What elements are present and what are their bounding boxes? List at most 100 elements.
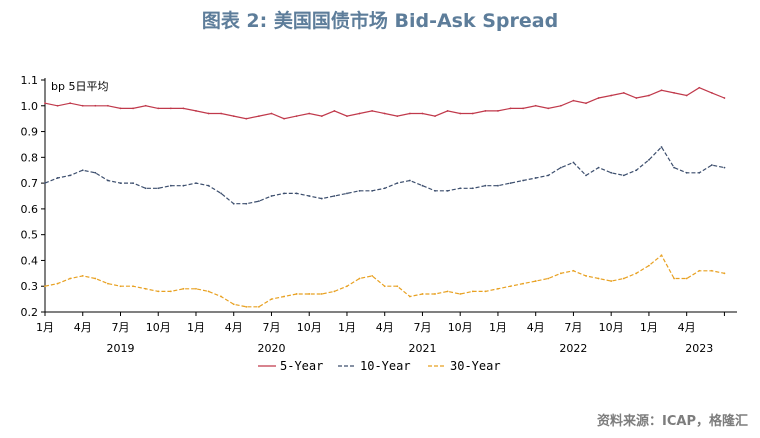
legend-label: 5-Year bbox=[280, 359, 323, 373]
data-point bbox=[434, 189, 436, 192]
data-point bbox=[522, 107, 525, 110]
legend-label: 10-Year bbox=[360, 359, 411, 373]
data-point bbox=[257, 200, 260, 203]
x-tick-label: 1月 bbox=[489, 321, 507, 334]
data-point bbox=[459, 112, 462, 115]
data-point bbox=[245, 305, 248, 308]
data-point bbox=[622, 277, 625, 280]
axes: 0.2 0.3 0.4 0.5 0.6 0.7 0.8 0.9 1.0 1.1 bp 5日平均 1月 4… bbox=[21, 74, 737, 355]
y-tick-label: 1.1 bbox=[21, 74, 39, 87]
x-tick-label: 10月 bbox=[146, 321, 171, 334]
data-point bbox=[383, 187, 386, 190]
data-point bbox=[333, 110, 336, 112]
data-point bbox=[56, 282, 59, 285]
data-point bbox=[698, 269, 701, 272]
y-tick-label: 0.6 bbox=[21, 203, 39, 216]
data-point bbox=[685, 277, 688, 280]
data-point bbox=[295, 192, 298, 195]
x-tick-label: 4月 bbox=[376, 321, 394, 334]
data-point bbox=[169, 290, 172, 293]
x-tick-label: 1月 bbox=[338, 321, 356, 334]
x-tick-label: 10月 bbox=[297, 321, 322, 334]
data-point bbox=[698, 171, 701, 174]
data-point bbox=[283, 117, 285, 120]
series-5-year bbox=[44, 86, 726, 120]
data-point bbox=[396, 182, 399, 185]
data-point bbox=[308, 195, 311, 197]
data-point bbox=[232, 202, 235, 205]
data-point bbox=[69, 174, 72, 177]
data-point bbox=[509, 285, 512, 288]
x-tick-label: 10月 bbox=[448, 321, 473, 334]
data-point bbox=[195, 287, 197, 290]
data-point bbox=[144, 287, 147, 290]
x-tick-label: 4月 bbox=[74, 321, 92, 334]
data-point bbox=[610, 171, 613, 174]
data-point bbox=[471, 187, 474, 190]
x-tick-label: 4月 bbox=[225, 321, 243, 334]
data-point bbox=[320, 293, 323, 295]
data-point bbox=[648, 94, 650, 97]
x-year-label: 2019 bbox=[106, 342, 134, 355]
data-point bbox=[157, 187, 160, 190]
data-point bbox=[157, 107, 160, 110]
data-point bbox=[547, 107, 550, 110]
data-point bbox=[534, 280, 537, 282]
series-layer bbox=[44, 86, 726, 308]
data-point bbox=[320, 197, 323, 200]
data-point bbox=[471, 290, 474, 293]
data-point bbox=[119, 285, 122, 288]
data-point bbox=[635, 169, 638, 172]
data-point bbox=[408, 179, 411, 182]
data-point bbox=[572, 269, 575, 272]
data-point bbox=[132, 285, 134, 288]
data-point bbox=[723, 272, 726, 275]
data-point bbox=[44, 285, 46, 288]
legend: 5-Year 10-Year 30-Year bbox=[258, 359, 501, 373]
data-point bbox=[56, 177, 59, 179]
data-point bbox=[446, 290, 449, 293]
data-point bbox=[710, 164, 713, 166]
x-tick-label: 1月 bbox=[640, 321, 658, 334]
data-point bbox=[421, 293, 424, 295]
data-point bbox=[270, 112, 273, 115]
data-point bbox=[446, 110, 449, 112]
data-point bbox=[132, 107, 134, 110]
data-point bbox=[547, 174, 550, 177]
data-point bbox=[207, 290, 210, 293]
x-tick-label: 1月 bbox=[36, 321, 54, 334]
data-point bbox=[559, 272, 562, 275]
x-tick-label: 7月 bbox=[262, 321, 280, 334]
data-point bbox=[333, 290, 336, 293]
data-point bbox=[169, 107, 172, 110]
data-point bbox=[220, 112, 223, 115]
data-point bbox=[484, 110, 487, 112]
data-point bbox=[257, 115, 260, 117]
data-point bbox=[270, 298, 273, 301]
data-point bbox=[220, 192, 223, 195]
data-point bbox=[383, 112, 386, 115]
data-point bbox=[207, 184, 210, 187]
data-point bbox=[81, 275, 84, 277]
series-30-year bbox=[44, 254, 726, 308]
source-note: 资料来源：ICAP，格隆汇 bbox=[597, 414, 748, 429]
data-point bbox=[396, 285, 399, 288]
data-point bbox=[723, 166, 726, 169]
x-tick-label: 7月 bbox=[564, 321, 582, 334]
data-point bbox=[94, 277, 97, 280]
data-point bbox=[94, 171, 97, 174]
data-point bbox=[673, 166, 675, 169]
x-tick-label: 1月 bbox=[187, 321, 205, 334]
y-tick-label: 0.4 bbox=[21, 254, 39, 267]
data-point bbox=[169, 184, 172, 187]
data-point bbox=[471, 112, 474, 115]
data-point bbox=[408, 112, 411, 115]
data-point bbox=[346, 115, 348, 117]
data-point bbox=[673, 91, 675, 94]
data-point bbox=[333, 195, 336, 197]
data-point bbox=[320, 115, 323, 117]
data-point bbox=[585, 102, 587, 105]
data-point bbox=[610, 94, 613, 97]
data-point bbox=[270, 195, 273, 197]
